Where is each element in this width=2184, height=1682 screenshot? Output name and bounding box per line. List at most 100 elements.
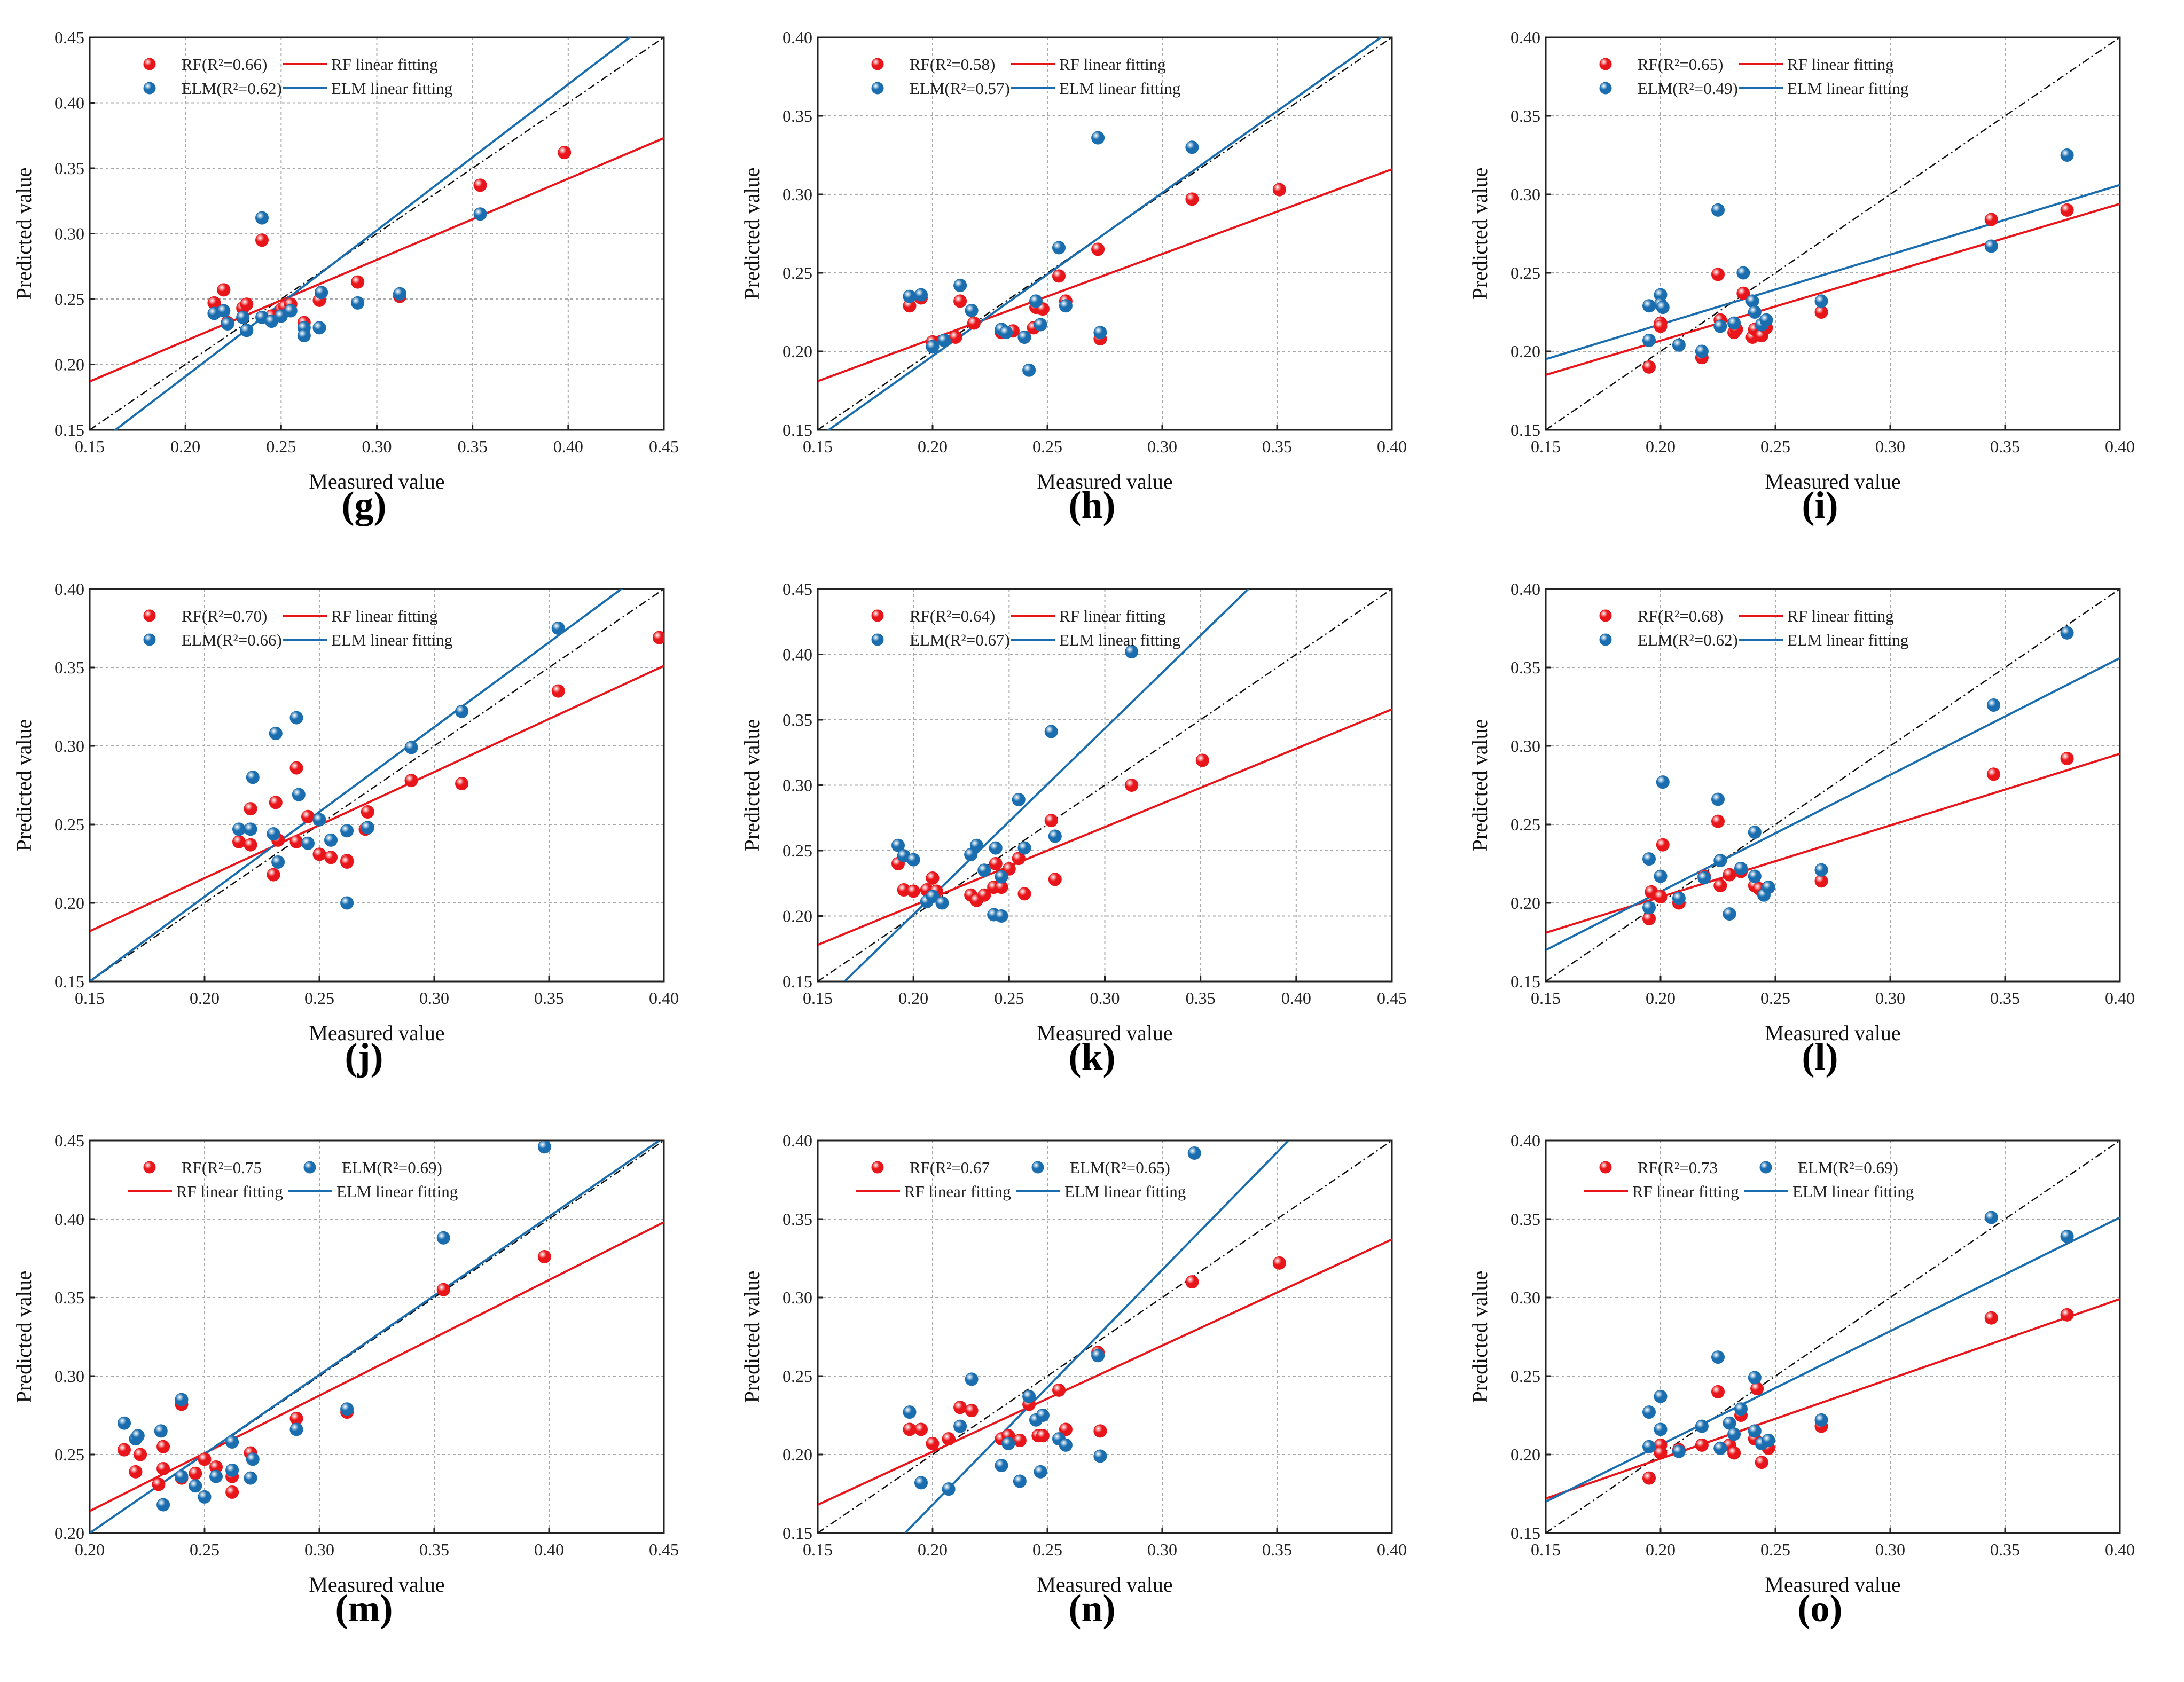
legend-elm-label: ELM(R²=0.62) (182, 79, 282, 98)
legend-elm-fit-label: ELM linear fitting (1059, 631, 1180, 649)
panel-j: 0.15 0.20 0.25 0.30 0.35 0.40 0.15 0.20 0.25 0.30… (0, 552, 728, 1103)
elm-fit-line (904, 1141, 1289, 1533)
x-tick-label: 0.40 (1377, 1540, 1407, 1559)
elm-point (1711, 1350, 1725, 1364)
rf-point (1052, 1383, 1066, 1397)
x-tick-label: 0.45 (649, 1540, 679, 1559)
rf-point (134, 1448, 147, 1461)
plot-area (1546, 37, 2120, 430)
elm-point (1762, 881, 1775, 894)
legend-elm-fit-label: ELM linear fitting (336, 1182, 458, 1201)
elm-point (217, 304, 231, 318)
elm-point (935, 896, 949, 910)
elm-point (1091, 1349, 1105, 1363)
panel-label-j: (j) (0, 1035, 728, 1079)
x-tick-label: 0.25 (266, 437, 296, 456)
elm-point (297, 329, 311, 343)
elm-point (175, 1469, 189, 1483)
legend-elm-marker (871, 82, 884, 95)
legend-elm-label: ELM(R²=0.69) (1798, 1158, 1898, 1177)
elm-fit-line (843, 589, 1249, 981)
legend-elm-label: ELM(R²=0.49) (1638, 79, 1738, 98)
panel-letter-h: (h) (1068, 484, 1116, 526)
y-tick-label: 0.25 (1510, 263, 1540, 282)
elm-point (175, 1393, 189, 1406)
panel-letter-o: (o) (1797, 1587, 1843, 1630)
legend-rf-marker (1599, 58, 1612, 70)
elm-point (1642, 1440, 1656, 1453)
elm-point (198, 1490, 212, 1504)
x-tick-label: 0.30 (1147, 1540, 1177, 1559)
elm-point (267, 827, 280, 841)
legend-elm-fit-label: ELM linear fitting (1787, 631, 1908, 649)
rf-fit-line (818, 1238, 1392, 1506)
y-tick-label: 0.15 (1510, 1523, 1540, 1543)
rf-point (473, 178, 487, 192)
y-tick-label: 0.25 (782, 1366, 812, 1386)
elm-point (989, 841, 1003, 855)
x-tick-label: 0.20 (170, 437, 200, 456)
rf-point (1017, 887, 1031, 901)
rf-point (455, 777, 469, 791)
elm-point (1185, 140, 1199, 154)
elm-point (289, 1422, 303, 1436)
rf-point (436, 1283, 450, 1296)
panel-g: 0.15 0.20 0.25 0.30 0.35 0.40 0.45 0.15 0.20 0.25… (0, 0, 728, 552)
x-tick-label: 0.45 (1377, 988, 1407, 1008)
elm-fit-line (1546, 1216, 2120, 1503)
legend-elm-fit-label: ELM linear fitting (331, 631, 452, 649)
x-tick-label: 0.30 (419, 988, 449, 1008)
legend: RF(R²=0.64) RF linear fitting ELM(R²=0.67)… (871, 607, 1180, 649)
y-tick-label: 0.20 (1510, 893, 1540, 913)
rf-point (340, 855, 354, 869)
plot-area (818, 589, 1392, 981)
elm-point (906, 853, 920, 867)
elm-point (1654, 1389, 1668, 1403)
rf-point (551, 684, 565, 698)
legend: RF(R²=0.65) RF linear fitting ELM(R²=0.49)… (1599, 55, 1908, 98)
x-tick-label: 0.30 (1875, 437, 1905, 456)
x-axis-label: Measured value (1037, 1021, 1172, 1045)
elm-point (244, 822, 257, 836)
elm-point (995, 870, 1008, 884)
x-tick-label: 0.40 (534, 1540, 564, 1559)
one-to-one-reference-line (90, 589, 664, 981)
rf-point (217, 283, 231, 297)
panel-k: 0.15 0.20 0.25 0.30 0.35 0.40 0.45 0.15 0.20 0.25… (728, 552, 1456, 1103)
rf-point (1711, 268, 1725, 281)
rf-fit-line (818, 708, 1392, 946)
chart-n: 0.15 0.20 0.25 0.30 0.35 0.40 0.15 0.20 0.25 0.30… (740, 1131, 1407, 1597)
elm-point (1987, 698, 2000, 712)
rf-point (949, 331, 962, 344)
elm-point (1711, 203, 1725, 217)
rf-point (1052, 269, 1066, 283)
elm-point (1697, 871, 1711, 885)
one-to-one-reference-line (1546, 1141, 2120, 1533)
y-tick-label: 0.40 (54, 579, 84, 599)
y-tick-label: 0.20 (782, 907, 812, 926)
rf-point (1642, 1471, 1656, 1485)
y-tick-label: 0.25 (1510, 815, 1540, 834)
elm-point (1672, 1444, 1686, 1458)
x-tick-label: 0.15 (1531, 1540, 1561, 1559)
elm-point (1187, 1146, 1201, 1160)
x-tick-label: 0.20 (1646, 1540, 1676, 1559)
elm-point (953, 1419, 967, 1433)
elm-point (284, 304, 298, 318)
y-tick-label: 0.15 (1510, 972, 1540, 991)
x-tick-label: 0.40 (2105, 437, 2135, 456)
x-tick-label: 0.35 (458, 437, 488, 456)
rf-point (118, 1443, 131, 1457)
legend-rf-fit-label: RF linear fitting (1632, 1182, 1739, 1201)
plot-area (1546, 589, 2120, 981)
one-to-one-reference-line (90, 1141, 664, 1533)
legend-rf-label: RF(R²=0.58) (910, 55, 995, 74)
chart-i: 0.15 0.20 0.25 0.30 0.35 0.40 0.15 0.20 0.25 0.30… (1468, 28, 2135, 493)
x-tick-label: 0.15 (803, 437, 833, 456)
elm-point (1814, 863, 1828, 877)
y-tick-label: 0.30 (54, 224, 84, 243)
panel-label-i: (i) (1456, 483, 2184, 528)
y-tick-label: 0.40 (1510, 1131, 1540, 1150)
x-tick-label: 0.30 (1875, 1540, 1905, 1559)
rf-point (965, 1404, 979, 1418)
